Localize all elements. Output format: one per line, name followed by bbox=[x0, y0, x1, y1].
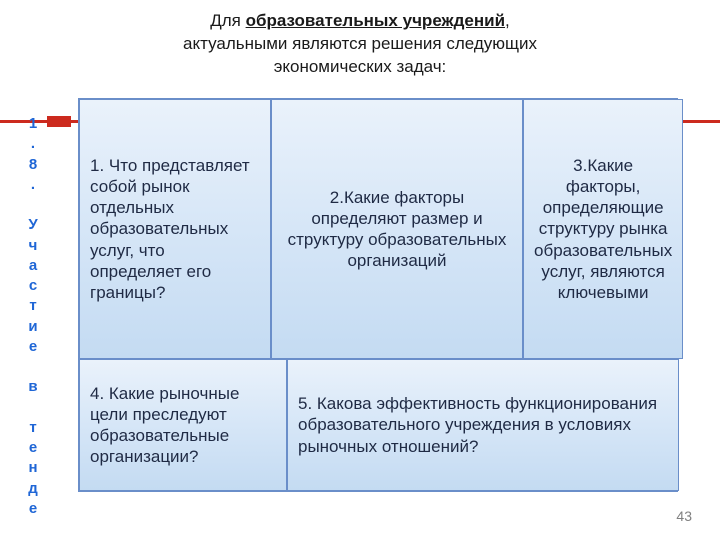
cell-q3: 3.Какие факторы, определяющие структуру … bbox=[523, 99, 683, 359]
cell-q3-text: 3.Какие факторы, определяющие структуру … bbox=[534, 155, 672, 304]
cell-q5: 5. Какова эффективность функционирования… bbox=[287, 359, 679, 491]
header-prefix: Для bbox=[210, 11, 245, 30]
sidebar-vertical-label: 1.8.Участиевтенде bbox=[24, 114, 42, 519]
table-row: 1. Что представляет собой рынок отдельны… bbox=[79, 99, 677, 359]
header-line-3: экономических задач: bbox=[80, 56, 640, 79]
slide-header: Для образовательных учреждений, актуальн… bbox=[0, 0, 720, 93]
cell-q2: 2.Какие факторы определяют размер и стру… bbox=[271, 99, 523, 359]
sidebar-text: 1.8.Участиевтенде bbox=[28, 115, 38, 517]
cell-q1: 1. Что представляет собой рынок отдельны… bbox=[79, 99, 271, 359]
red-rule-tick bbox=[47, 116, 71, 127]
header-bold-underline: образовательных учреждений bbox=[246, 11, 505, 30]
cell-q5-text: 5. Какова эффективность функционирования… bbox=[298, 393, 668, 457]
table-row: 4. Какие рыночные цели преследуют образо… bbox=[79, 359, 677, 491]
header-suffix1: , bbox=[505, 11, 510, 30]
tasks-table: 1. Что представляет собой рынок отдельны… bbox=[78, 98, 678, 492]
cell-q4: 4. Какие рыночные цели преследуют образо… bbox=[79, 359, 287, 491]
cell-q4-text: 4. Какие рыночные цели преследуют образо… bbox=[90, 383, 276, 468]
cell-q1-text: 1. Что представляет собой рынок отдельны… bbox=[90, 155, 260, 304]
page-number: 43 bbox=[676, 508, 692, 524]
header-line-1: Для образовательных учреждений, bbox=[80, 10, 640, 33]
header-line-2: актуальными являются решения следующих bbox=[80, 33, 640, 56]
cell-q2-text: 2.Какие факторы определяют размер и стру… bbox=[282, 187, 512, 272]
